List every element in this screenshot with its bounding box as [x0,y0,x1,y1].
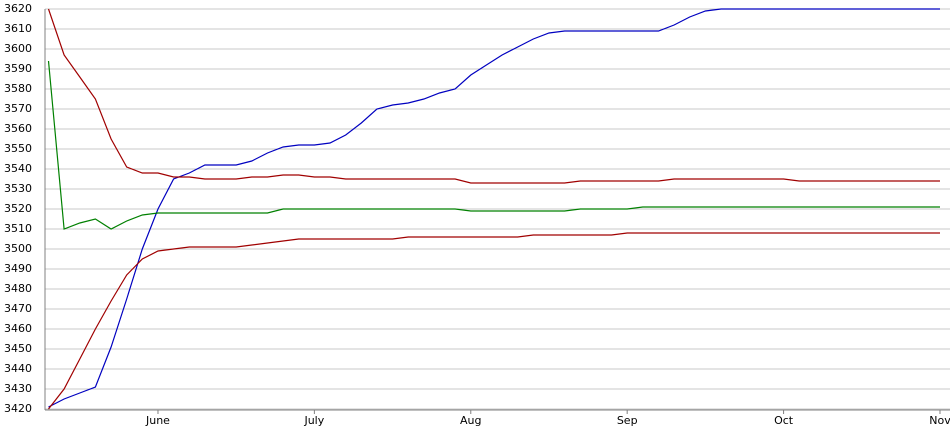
x-tick-label: Sep [617,414,638,427]
y-tick-label: 3450 [4,342,32,355]
y-tick-label: 3420 [4,402,32,415]
y-tick-label: 3610 [4,22,32,35]
y-tick-label: 3430 [4,382,32,395]
y-tick-label: 3600 [4,42,32,55]
y-tick-label: 3510 [4,222,32,235]
y-tick-label: 3550 [4,142,32,155]
x-tick-label: Oct [774,414,794,427]
y-tick-label: 3480 [4,282,32,295]
series-line [48,8,940,408]
y-tick-label: 3560 [4,122,32,135]
y-tick-label: 3590 [4,62,32,75]
y-tick-label: 3530 [4,182,32,195]
y-tick-label: 3580 [4,82,32,95]
y-tick-label: 3470 [4,302,32,315]
x-tick-label: June [145,414,170,427]
y-tick-label: 3460 [4,322,32,335]
y-tick-label: 3490 [4,262,32,275]
x-tick-label: Aug [460,414,481,427]
y-tick-label: 3440 [4,362,32,375]
x-tick-label: July [303,414,324,427]
series-line [47,8,940,184]
y-tick-label: 3520 [4,202,32,215]
x-tick-label: Nov [929,414,950,427]
y-tick-label: 3570 [4,102,32,115]
y-tick-label: 3540 [4,162,32,175]
series-line [47,60,940,230]
y-tick-label: 3500 [4,242,32,255]
series-line [48,232,940,410]
y-tick-label: 3620 [4,2,32,15]
